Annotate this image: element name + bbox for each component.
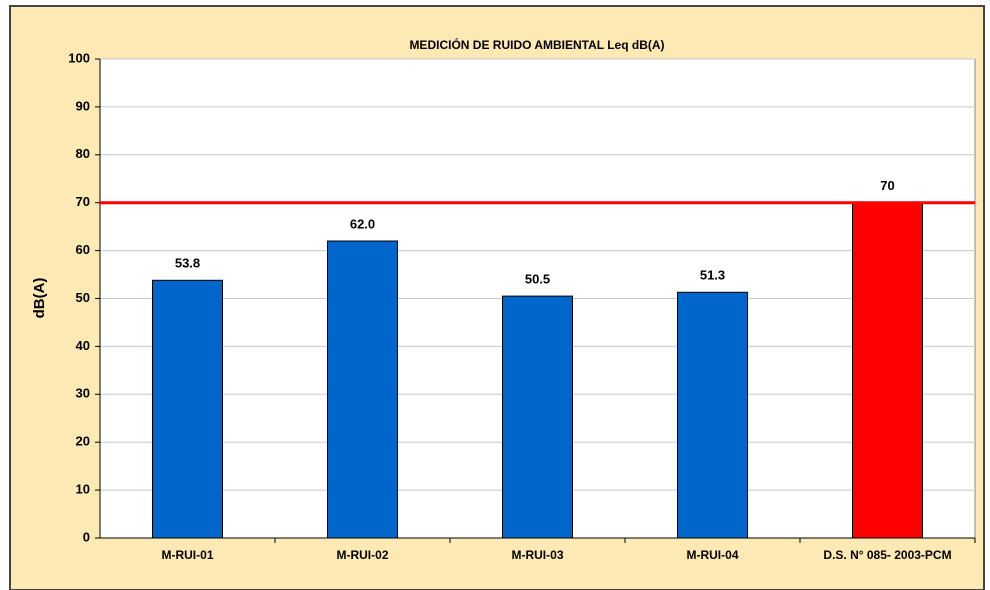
value-label: 51.3 bbox=[700, 268, 725, 283]
value-label: 50.5 bbox=[525, 272, 550, 287]
value-label: 53.8 bbox=[175, 256, 200, 271]
x-label-box: M-RUI-02 bbox=[336, 548, 389, 562]
x-tick-label: M-RUI-01 bbox=[161, 548, 214, 562]
bar bbox=[852, 202, 923, 539]
y-tick-label: 0 bbox=[83, 529, 90, 544]
x-tick-label: D.S. N° 085- 2003-PCM bbox=[823, 548, 952, 562]
bar bbox=[502, 295, 573, 539]
chart-title: MEDICIÓN DE RUIDO AMBIENTAL Leq dB(A) bbox=[409, 37, 664, 52]
y-tick-label: 40 bbox=[76, 338, 90, 353]
y-tick-label: 90 bbox=[76, 98, 90, 113]
y-tick-label: 10 bbox=[76, 482, 90, 497]
x-label-box: M-RUI-03 bbox=[511, 548, 564, 562]
x-label-box: M-RUI-04 bbox=[686, 548, 739, 562]
y-tick-label: 70 bbox=[76, 194, 90, 209]
bar bbox=[677, 291, 748, 539]
bar bbox=[327, 240, 398, 539]
x-label-box: D.S. N° 085- 2003-PCM bbox=[823, 548, 952, 562]
y-tick-label: 80 bbox=[76, 146, 90, 161]
y-tick-label: 60 bbox=[76, 242, 90, 257]
x-tick-label: M-RUI-02 bbox=[336, 548, 389, 562]
bar bbox=[152, 279, 223, 539]
y-tick-label: 100 bbox=[68, 50, 90, 65]
y-axis-label: dB(A) bbox=[31, 278, 48, 319]
value-label: 70 bbox=[880, 178, 894, 193]
value-label: 62.0 bbox=[350, 216, 375, 231]
y-tick-label: 30 bbox=[76, 386, 90, 401]
y-tick-label: 50 bbox=[76, 290, 90, 305]
x-tick-label: M-RUI-04 bbox=[686, 548, 739, 562]
y-tick-label: 20 bbox=[76, 434, 90, 449]
x-tick-label: M-RUI-03 bbox=[511, 548, 564, 562]
x-label-box: M-RUI-01 bbox=[161, 548, 214, 562]
